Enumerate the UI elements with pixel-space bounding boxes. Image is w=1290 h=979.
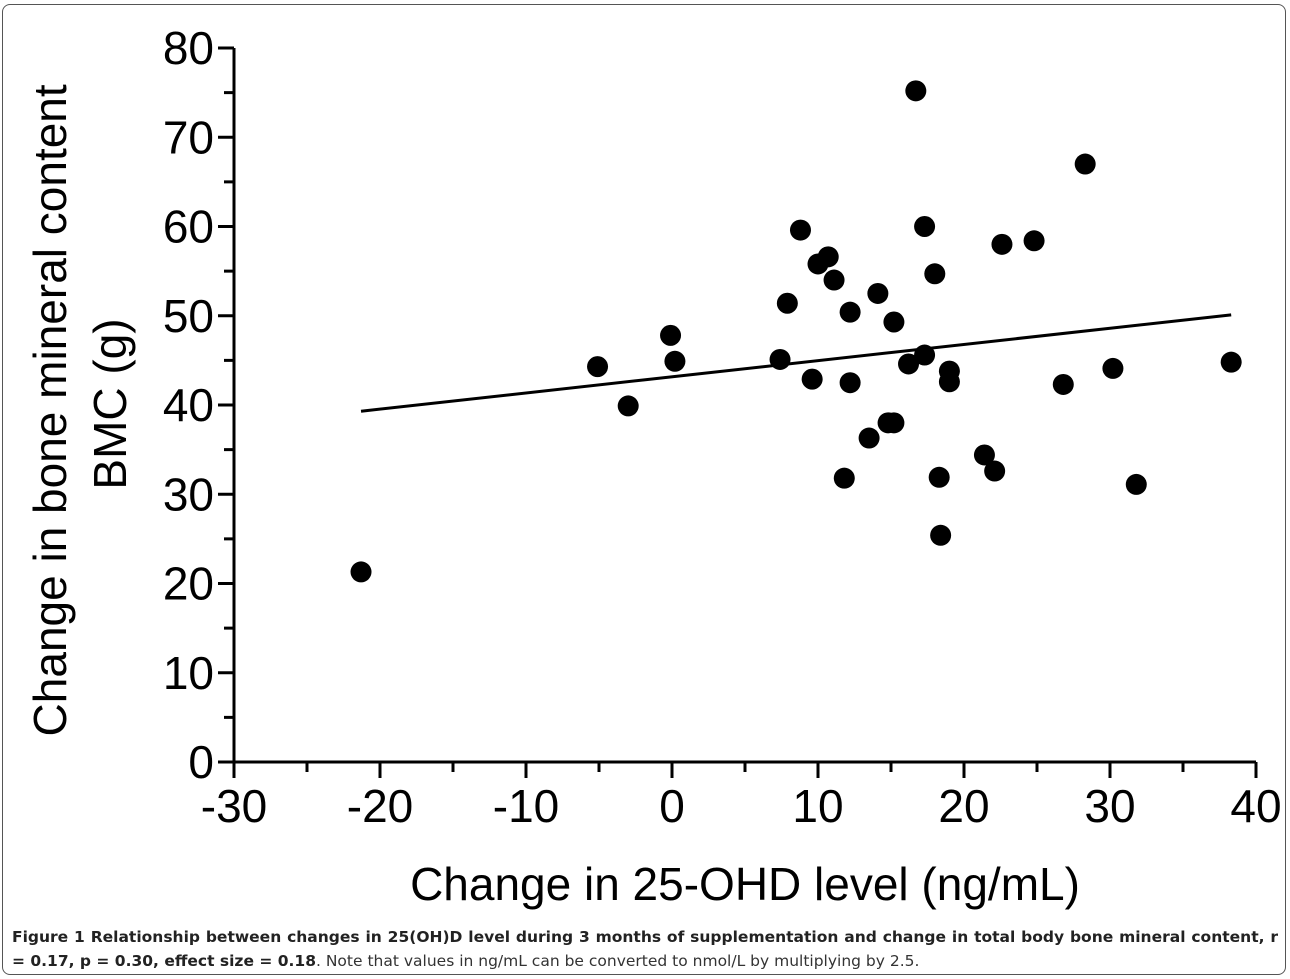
data-point — [984, 460, 1006, 482]
y-axis-title-line-1: Change in bone mineral content — [24, 84, 76, 736]
data-point — [1220, 351, 1242, 373]
figure-caption: Figure 1 Relationship between changes in… — [12, 925, 1278, 973]
data-point — [769, 348, 791, 370]
data-point — [973, 444, 995, 466]
data-point — [914, 216, 936, 237]
data-point — [867, 282, 889, 304]
data-point — [1125, 473, 1147, 495]
y-tick-label: 60 — [163, 201, 214, 253]
regression-line-group — [360, 313, 1232, 413]
x-tick-label: 40 — [1230, 780, 1281, 832]
data-point — [801, 368, 823, 390]
data-point — [914, 344, 936, 366]
caption-bold-text: Relationship between changes in 25(OH)D … — [12, 928, 1278, 970]
data-point — [1023, 230, 1045, 252]
regression-line — [360, 313, 1232, 413]
data-point — [776, 292, 798, 314]
data-point — [924, 263, 946, 285]
data-point — [823, 269, 845, 291]
data-point — [839, 372, 861, 394]
data-point — [991, 233, 1013, 255]
data-point — [938, 371, 960, 393]
tick-labels: -30 -20 -10 0 10 20 30 40 0 10 20 30 40 50 60 70 80 — [163, 22, 1282, 832]
x-tick-label: 0 — [659, 780, 685, 832]
axes — [232, 48, 1256, 764]
data-point — [883, 311, 905, 333]
data-point — [1052, 373, 1074, 395]
data-point — [660, 324, 682, 346]
data-point — [930, 524, 952, 546]
x-axis-title: Change in 25-OHD level (ng/mL) — [410, 858, 1080, 910]
y-tick-label: 70 — [163, 111, 214, 163]
data-point — [898, 353, 920, 375]
data-point — [905, 80, 927, 102]
x-tick-label: 10 — [792, 780, 843, 832]
x-tick-label: 30 — [1084, 780, 1135, 832]
tick-marks — [218, 46, 1258, 778]
data-point — [833, 467, 855, 489]
y-tick-label: 10 — [163, 647, 214, 699]
y-tick-label: 50 — [163, 290, 214, 342]
caption-label: Figure 1 — [12, 928, 85, 946]
data-point — [858, 427, 880, 449]
y-axis-title-line-2: BMC (g) — [84, 318, 136, 489]
data-points — [350, 80, 1242, 583]
x-tick-label: -10 — [493, 780, 559, 832]
y-axis-title: Change in bone mineral content BMC (g) — [24, 72, 136, 737]
data-point — [617, 395, 639, 417]
y-tick-label: 20 — [163, 558, 214, 610]
data-point — [350, 561, 372, 583]
data-point — [789, 219, 811, 241]
caption-text: . Note that values in ng/mL can be conve… — [315, 952, 920, 970]
data-point — [1102, 357, 1124, 379]
x-tick-label: -20 — [347, 780, 413, 832]
data-point — [1074, 153, 1096, 175]
data-point — [839, 301, 861, 323]
x-tick-label: -30 — [201, 780, 267, 832]
y-tick-label: 80 — [163, 22, 214, 74]
data-point — [928, 466, 950, 488]
data-point — [817, 246, 839, 268]
data-point — [664, 350, 686, 372]
data-point — [587, 356, 609, 378]
data-point — [883, 412, 905, 434]
y-tick-label: 40 — [163, 379, 214, 431]
y-tick-label: 0 — [188, 736, 214, 788]
x-tick-label: 20 — [938, 780, 989, 832]
scatter-chart: -30 -20 -10 0 10 20 30 40 0 10 20 30 40 50 60 70 80 Chan… — [24, 22, 1282, 910]
y-tick-label: 30 — [163, 468, 214, 520]
figure-frame — [2, 4, 1286, 975]
